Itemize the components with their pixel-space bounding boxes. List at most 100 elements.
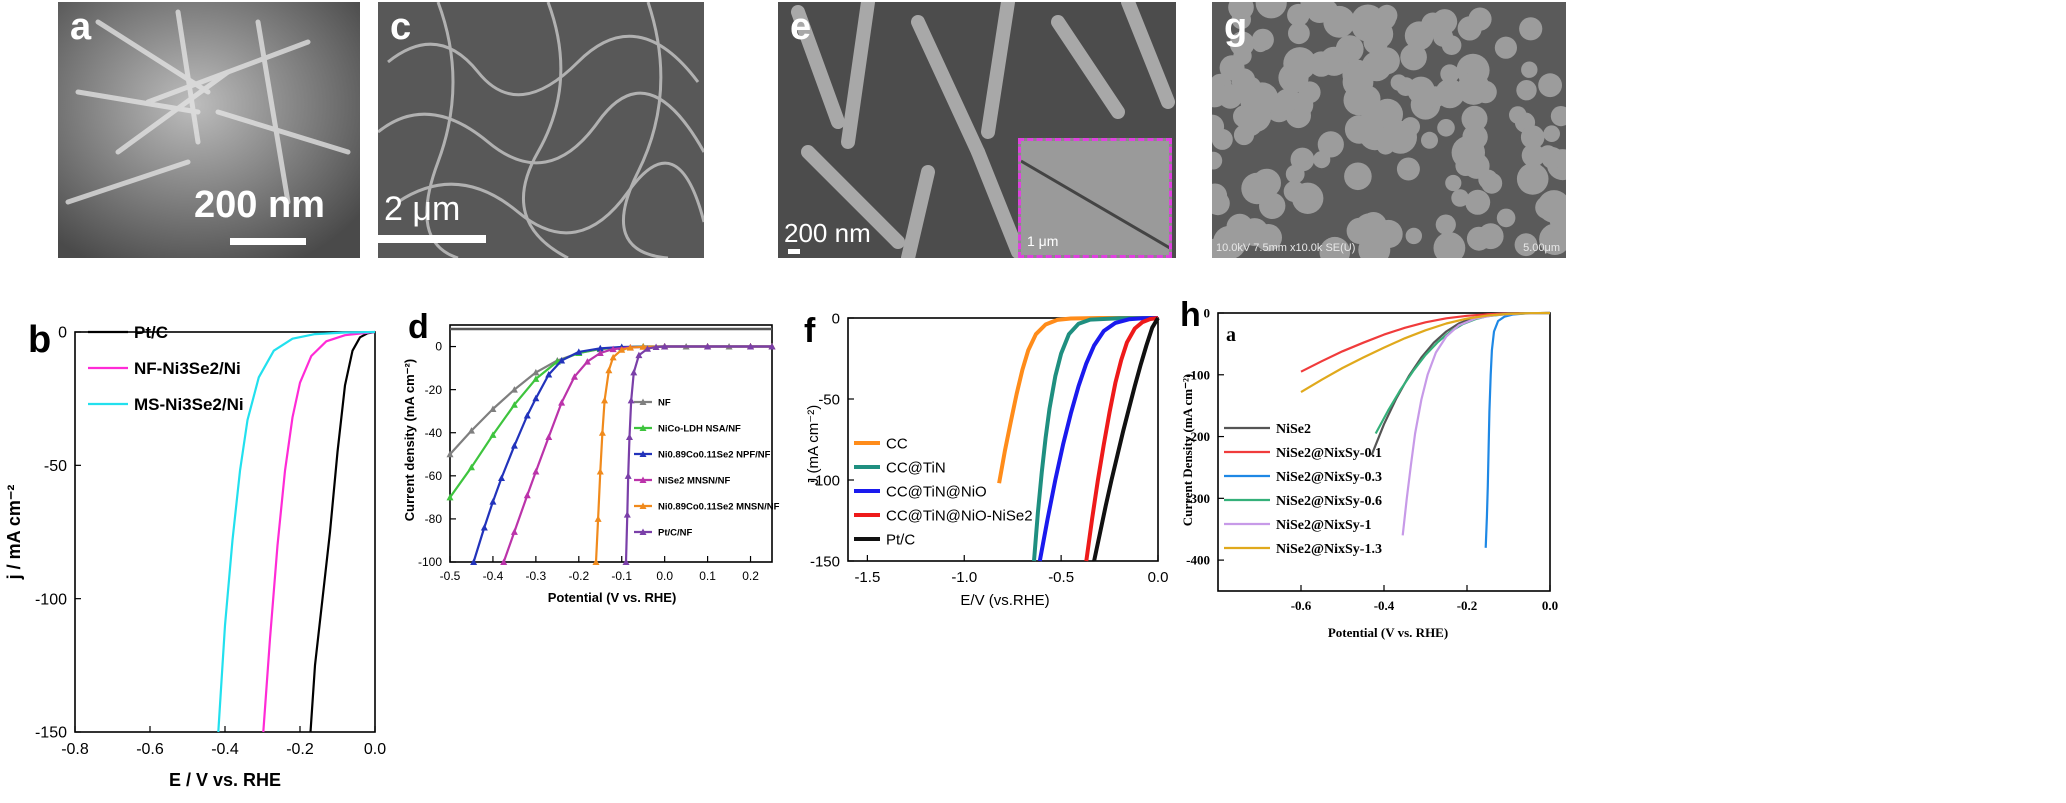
series-point-d-2-5 xyxy=(523,411,531,419)
y-axis-label-d: Current density (mA cm⁻²) xyxy=(402,359,417,521)
series-point-d-2-3 xyxy=(498,474,506,481)
series-point-d-2-4 xyxy=(510,442,518,449)
series-point-d-0-1 xyxy=(467,427,475,434)
series-point-d-0-0 xyxy=(446,450,454,458)
panel-letter-d: d xyxy=(408,308,429,346)
y-tick-label-f-3: -150 xyxy=(810,553,840,570)
legend-label-d-3: NiSe2 MNSN/NF xyxy=(658,475,731,486)
series-point-d-2-9 xyxy=(575,348,583,355)
panel-letter-f: f xyxy=(804,312,816,350)
sem-panel-a: a 200 nm xyxy=(58,2,360,258)
legend-label-f-4: Pt/C xyxy=(886,531,915,548)
series-point-d-0-2 xyxy=(489,405,497,413)
series-point-d-4-5 xyxy=(605,366,613,374)
x-tick-label-f-2: -0.5 xyxy=(1048,569,1074,586)
series-point-d-5-12 xyxy=(768,343,776,350)
x-tick-label-f-1: -1.0 xyxy=(951,569,977,586)
inset-texture-e xyxy=(1021,141,1169,255)
series-point-d-3-3 xyxy=(532,468,540,475)
sem-panel-e: e 200 nm 1 μm xyxy=(778,2,1176,258)
legend-label-d-4: Ni0.89Co0.11Se2 MNSN/NF xyxy=(658,501,780,512)
series-point-d-2-7 xyxy=(545,371,553,378)
x-tick-label-b-0: -0.8 xyxy=(61,741,89,758)
panel-letter-c: c xyxy=(390,6,412,48)
series-line-h-5 xyxy=(1300,311,1551,394)
sem-inset-e: 1 μm xyxy=(1018,138,1172,258)
series-point-d-3-8 xyxy=(596,349,604,357)
legend-marker-d-3 xyxy=(639,476,647,483)
series-line-f-0 xyxy=(997,316,1158,484)
series-point-d-5-7 xyxy=(643,345,651,352)
series-point-d-4-2 xyxy=(596,468,604,475)
series-line-f-2 xyxy=(1037,316,1159,562)
y-tick-label-d-0: 0 xyxy=(435,340,442,354)
x-tick-label-h-3: 0.0 xyxy=(1542,598,1558,613)
y-axis-label-f: J (mA cm⁻²) xyxy=(805,405,822,485)
series-point-d-2-6 xyxy=(532,394,540,402)
scale-bar-a xyxy=(230,238,306,245)
x-tick-label-b-2: -0.4 xyxy=(211,741,239,758)
legend-label-h-5: NiSe2@NixSy-1.3 xyxy=(1276,542,1382,557)
panel-letter-e: e xyxy=(790,6,812,48)
series-point-d-4-8 xyxy=(626,344,634,351)
series-point-d-4-7 xyxy=(618,346,626,353)
legend-label-d-0: NF xyxy=(658,397,671,408)
legend-marker-d-0 xyxy=(639,398,647,405)
series-point-d-5-9 xyxy=(661,343,669,350)
y-tick-label-b-1: -50 xyxy=(44,458,67,475)
y-tick-label-f-0: 0 xyxy=(832,310,840,327)
series-line-b-0 xyxy=(309,330,376,733)
legend-label-f-1: CC@TiN xyxy=(886,459,946,476)
scale-label-c: 2 μm xyxy=(384,190,461,228)
series-point-d-3-1 xyxy=(510,528,518,535)
panel-letter-h: h xyxy=(1180,300,1201,334)
scale-bar-e xyxy=(788,249,800,254)
series-point-d-5-1 xyxy=(623,511,631,518)
series-point-d-2-0 xyxy=(470,558,478,565)
y-axis-label-b: j / mA cm⁻² xyxy=(4,485,24,581)
legend-marker-d-2 xyxy=(639,450,647,457)
x-tick-label-b-4: 0.0 xyxy=(364,741,386,758)
x-tick-label-d-2: -0.3 xyxy=(526,569,547,583)
x-tick-label-d-3: -0.2 xyxy=(568,569,589,583)
chart-b: b -0.8 -0.6 -0.4 -0.2 0.0 0 -50 -100 -150 E / V vs… xyxy=(4,319,386,790)
y-tick-label-f-2: -100 xyxy=(810,472,840,489)
sem-texture-a xyxy=(58,2,360,258)
legend-label-d-5: Pt/C/NF xyxy=(658,527,693,538)
legend-label-f-0: CC xyxy=(886,435,908,452)
series-point-d-1-1 xyxy=(467,463,475,471)
series-line-h-4 xyxy=(1401,311,1551,536)
x-tick-label-d-0: -0.5 xyxy=(440,569,461,583)
legend-label-f-2: CC@TiN@NiO xyxy=(886,483,987,500)
x-tick-label-h-0: -0.6 xyxy=(1291,598,1312,613)
y-tick-label-h-1: -100 xyxy=(1186,367,1210,382)
legend-label-b-1: NF-Ni3Se2/Ni xyxy=(134,359,241,378)
y-tick-label-h-2: -200 xyxy=(1186,429,1210,444)
x-tick-label-h-1: -0.4 xyxy=(1374,598,1395,613)
series-point-d-5-5 xyxy=(630,368,638,376)
y-tick-label-b-2: -100 xyxy=(35,591,67,608)
x-tick-label-d-5: 0.0 xyxy=(656,569,673,583)
x-axis-label-b: E / V vs. RHE xyxy=(169,770,281,790)
series-point-d-5-6 xyxy=(635,351,643,359)
series-point-d-1-0 xyxy=(446,493,454,501)
legend-label-f-3: CC@TiN@NiO-NiSe2 xyxy=(886,507,1033,524)
series-point-d-4-6 xyxy=(609,353,617,361)
series-line-f-3 xyxy=(1084,316,1159,562)
series-point-d-5-0 xyxy=(622,558,630,565)
series-line-b-1 xyxy=(262,330,376,733)
y-axis-label-h: Current Density (mA cm⁻²) xyxy=(1180,374,1195,526)
series-point-d-3-9 xyxy=(609,345,617,353)
x-tick-label-f-0: -1.5 xyxy=(854,569,880,586)
series-point-d-1-3 xyxy=(510,401,518,408)
y-tick-label-h-4: -400 xyxy=(1186,553,1210,568)
series-point-d-3-4 xyxy=(545,433,553,441)
y-tick-label-d-4: -80 xyxy=(425,512,443,526)
y-tick-label-f-1: -50 xyxy=(818,391,840,408)
panel-letter-g: g xyxy=(1224,6,1248,48)
series-point-d-3-0 xyxy=(500,558,508,565)
series-point-d-5-8 xyxy=(652,343,660,350)
y-tick-label-d-2: -40 xyxy=(425,426,443,440)
legend-label-h-3: NiSe2@NixSy-0.6 xyxy=(1276,494,1382,509)
legend-label-h-4: NiSe2@NixSy-1 xyxy=(1276,518,1371,533)
